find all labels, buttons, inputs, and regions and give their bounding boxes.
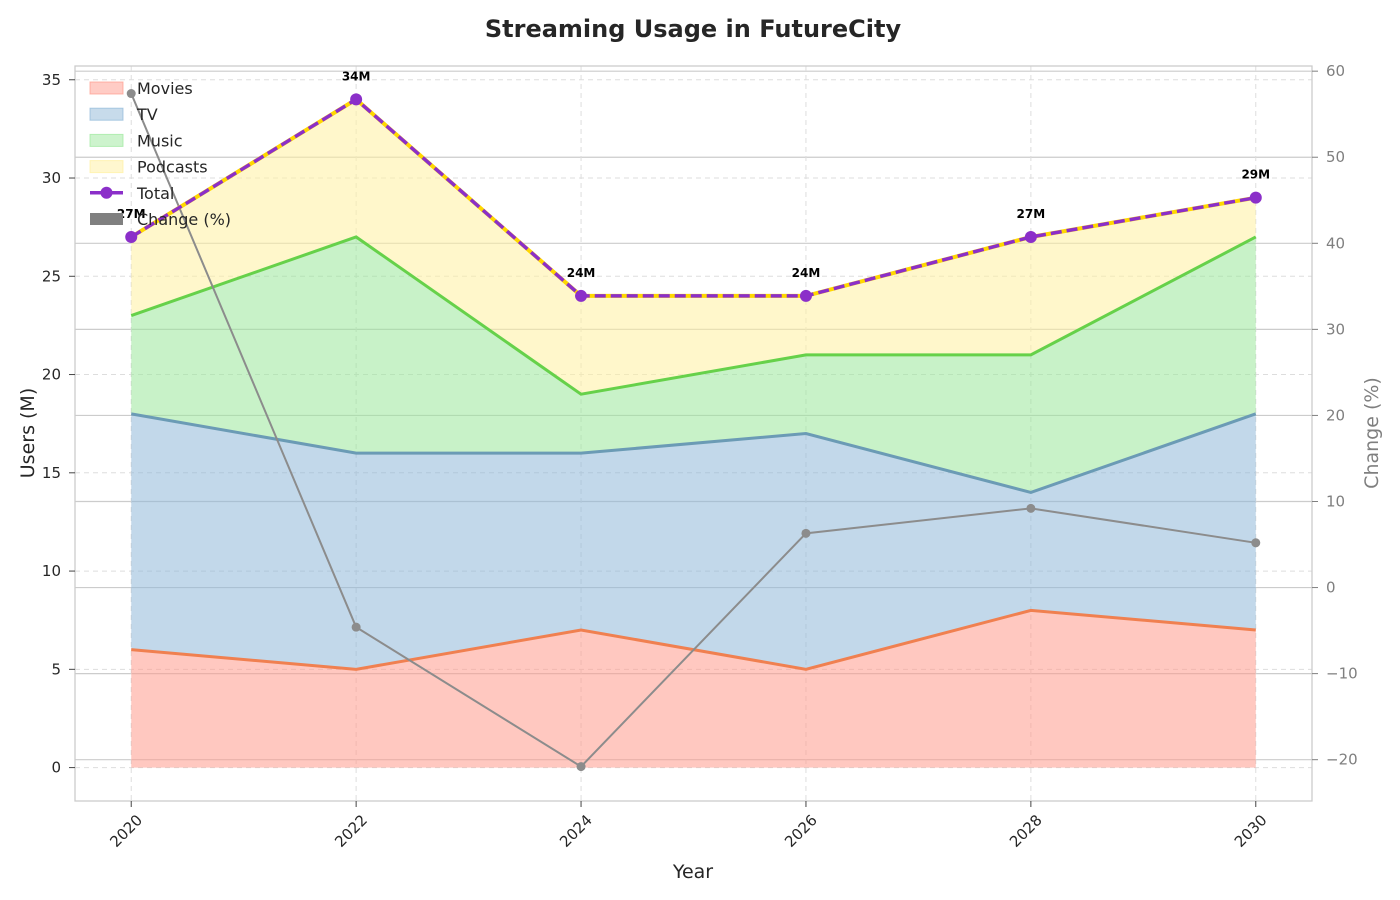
total-point-2020 xyxy=(125,230,138,243)
legend-swatch-movies xyxy=(89,81,124,95)
change-point-2030 xyxy=(1251,538,1261,548)
x-axis-label: Year xyxy=(672,861,713,883)
x-tick-label-2024: 2024 xyxy=(556,811,596,851)
change-line xyxy=(130,93,1256,768)
total-label-2022: 34M xyxy=(342,69,371,83)
right-tick-label-10: 10 xyxy=(1326,492,1345,510)
total-label-2024: 24M xyxy=(567,266,596,280)
x-tick-label-2022: 2022 xyxy=(331,811,371,851)
change-point-2020 xyxy=(126,89,136,99)
total-point-2028 xyxy=(1024,230,1037,243)
change-point-2022 xyxy=(351,622,361,632)
legend-marker-total xyxy=(100,186,113,199)
total-data-labels: 27M 34M 24M 24M 27M 29M xyxy=(117,69,1270,280)
right-tick-label-30: 30 xyxy=(1326,320,1345,338)
y-tick-label-30: 30 xyxy=(42,169,61,187)
stacked-areas xyxy=(131,99,1256,768)
x-tick-label-2020: 2020 xyxy=(106,811,146,851)
area-movies xyxy=(131,610,1256,768)
total-point-2024 xyxy=(575,289,588,302)
area-podcasts xyxy=(131,99,1256,395)
right-tick-label--10: −10 xyxy=(1326,665,1358,683)
legend-swatch-change xyxy=(90,213,123,225)
legend-label-podcasts: Podcasts xyxy=(137,158,208,177)
total-point-2030 xyxy=(1249,191,1262,204)
legend-swatch-podcasts xyxy=(89,160,124,174)
right-tick-label-20: 20 xyxy=(1326,406,1345,424)
change-point-2024 xyxy=(576,762,586,772)
plot-frame xyxy=(74,65,1313,802)
right-tick-label-50: 50 xyxy=(1326,148,1345,166)
total-label-2028: 27M xyxy=(1017,207,1046,221)
y-tick-label-5: 5 xyxy=(51,660,61,678)
x-axis-ticks: 2020 2022 2024 2026 2028 2030 xyxy=(106,801,1271,851)
y-tick-label-10: 10 xyxy=(42,562,61,580)
legend-label-movies: Movies xyxy=(137,79,193,98)
right-axis-ticks: −20 −10 0 10 20 30 40 50 60 xyxy=(1312,62,1358,769)
legend-swatch-music xyxy=(89,133,124,147)
total-label-2030: 29M xyxy=(1241,168,1270,182)
change-point-2026 xyxy=(801,528,811,538)
line-music xyxy=(130,235,1257,396)
right-tick-label-40: 40 xyxy=(1326,234,1345,252)
chart-title: Streaming Usage in FutureCity xyxy=(485,15,902,43)
change-point-2028 xyxy=(1026,503,1036,513)
x-tick-label-2026: 2026 xyxy=(781,811,821,851)
total-line xyxy=(130,97,1257,298)
right-tick-label-60: 60 xyxy=(1326,62,1345,80)
line-tv xyxy=(130,412,1257,495)
total-point-2022 xyxy=(350,93,363,106)
y-tick-label-25: 25 xyxy=(42,267,61,285)
change-series xyxy=(126,89,1261,772)
y-axis-ticks: 0 5 10 15 20 25 30 35 xyxy=(42,71,75,777)
y-tick-label-20: 20 xyxy=(42,366,61,384)
total-label-2020: 27M xyxy=(117,207,146,221)
legend: Movies TV Music Podcasts Total Change (%) xyxy=(89,79,231,229)
area-music xyxy=(131,236,1256,493)
right-tick-label--20: −20 xyxy=(1326,751,1358,769)
legend-label-total: Total xyxy=(136,184,174,203)
legend-label-change: Change (%) xyxy=(137,210,231,229)
right-tick-label-0: 0 xyxy=(1326,579,1336,597)
total-series xyxy=(125,93,1262,302)
legend-label-tv: TV xyxy=(136,105,158,124)
legend-label-music: Music xyxy=(137,131,183,150)
y-tick-label-0: 0 xyxy=(51,759,61,777)
x-tick-label-2028: 2028 xyxy=(1006,811,1046,851)
y-tick-label-15: 15 xyxy=(42,464,61,482)
total-point-2026 xyxy=(799,289,812,302)
y-axis-label: Users (M) xyxy=(17,388,39,478)
x-tick-label-2030: 2030 xyxy=(1231,811,1271,851)
total-label-2026: 24M xyxy=(792,266,821,280)
right-axis-label: Change (%) xyxy=(1361,377,1383,489)
area-tv xyxy=(131,413,1256,670)
y-tick-label-35: 35 xyxy=(42,71,61,89)
legend-swatch-tv xyxy=(89,107,124,121)
